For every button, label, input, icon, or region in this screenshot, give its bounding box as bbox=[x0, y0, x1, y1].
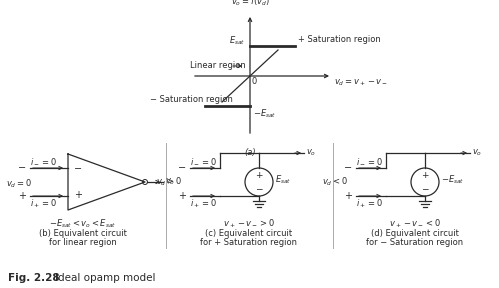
Text: +: + bbox=[18, 191, 26, 201]
Text: $-E_{sat}$: $-E_{sat}$ bbox=[253, 107, 276, 120]
Text: for linear region: for linear region bbox=[49, 238, 117, 247]
Text: (d) Equivalent circuit: (d) Equivalent circuit bbox=[371, 229, 459, 238]
Text: −: − bbox=[178, 163, 186, 173]
Text: $-E_{sat} < v_o < E_{sat}$: $-E_{sat} < v_o < E_{sat}$ bbox=[49, 218, 117, 230]
Text: $v_+ - v_- < 0$: $v_+ - v_- < 0$ bbox=[389, 218, 441, 230]
Text: $v_o$: $v_o$ bbox=[472, 148, 483, 158]
Text: Ideal opamp model: Ideal opamp model bbox=[55, 273, 156, 283]
Text: $v_d = 0$: $v_d = 0$ bbox=[6, 178, 32, 190]
Text: −: − bbox=[255, 184, 263, 193]
Text: −: − bbox=[18, 163, 26, 173]
Text: $i_- = 0$: $i_- = 0$ bbox=[30, 156, 57, 166]
Text: 0: 0 bbox=[252, 77, 257, 86]
Text: (a): (a) bbox=[244, 148, 256, 157]
Text: $v_+ - v_- > 0$: $v_+ - v_- > 0$ bbox=[223, 218, 275, 230]
Text: +: + bbox=[344, 191, 352, 201]
Text: $-E_{sat}$: $-E_{sat}$ bbox=[441, 174, 465, 186]
Text: $i_+ = 0$: $i_+ = 0$ bbox=[190, 198, 217, 211]
Text: +: + bbox=[255, 171, 263, 180]
Text: −: − bbox=[344, 163, 352, 173]
Text: +: + bbox=[74, 190, 82, 200]
Text: $v_d < 0$: $v_d < 0$ bbox=[322, 176, 348, 188]
Text: $v_o = f(v_d)$: $v_o = f(v_d)$ bbox=[231, 0, 269, 8]
Text: $v_d > 0$: $v_d > 0$ bbox=[156, 176, 182, 188]
Text: $i_+ = 0$: $i_+ = 0$ bbox=[356, 198, 383, 211]
Text: $v_o$: $v_o$ bbox=[165, 177, 175, 187]
Text: $E_{sat}$: $E_{sat}$ bbox=[275, 174, 291, 186]
Text: +: + bbox=[421, 171, 429, 180]
Text: −: − bbox=[74, 164, 82, 175]
Text: (c) Equivalent circuit: (c) Equivalent circuit bbox=[206, 229, 292, 238]
Text: + Saturation region: + Saturation region bbox=[298, 35, 381, 44]
Text: $v_d = v_+ - v_-$: $v_d = v_+ - v_-$ bbox=[334, 77, 388, 88]
Text: for + Saturation region: for + Saturation region bbox=[201, 238, 297, 247]
Text: for − Saturation region: for − Saturation region bbox=[366, 238, 464, 247]
Text: − Saturation region: − Saturation region bbox=[150, 95, 233, 104]
Text: $i_- = 0$: $i_- = 0$ bbox=[356, 156, 383, 166]
Text: (b) Equivalent circuit: (b) Equivalent circuit bbox=[39, 229, 127, 238]
Text: $E_{sat}$: $E_{sat}$ bbox=[229, 35, 245, 47]
Text: $i_+ = 0$: $i_+ = 0$ bbox=[30, 198, 57, 211]
Text: −: − bbox=[421, 184, 429, 193]
Text: +: + bbox=[178, 191, 186, 201]
Text: Fig. 2.28: Fig. 2.28 bbox=[8, 273, 59, 283]
Text: Linear region: Linear region bbox=[190, 62, 246, 71]
Text: $v_o$: $v_o$ bbox=[306, 148, 316, 158]
Text: $i_- = 0$: $i_- = 0$ bbox=[190, 156, 217, 166]
